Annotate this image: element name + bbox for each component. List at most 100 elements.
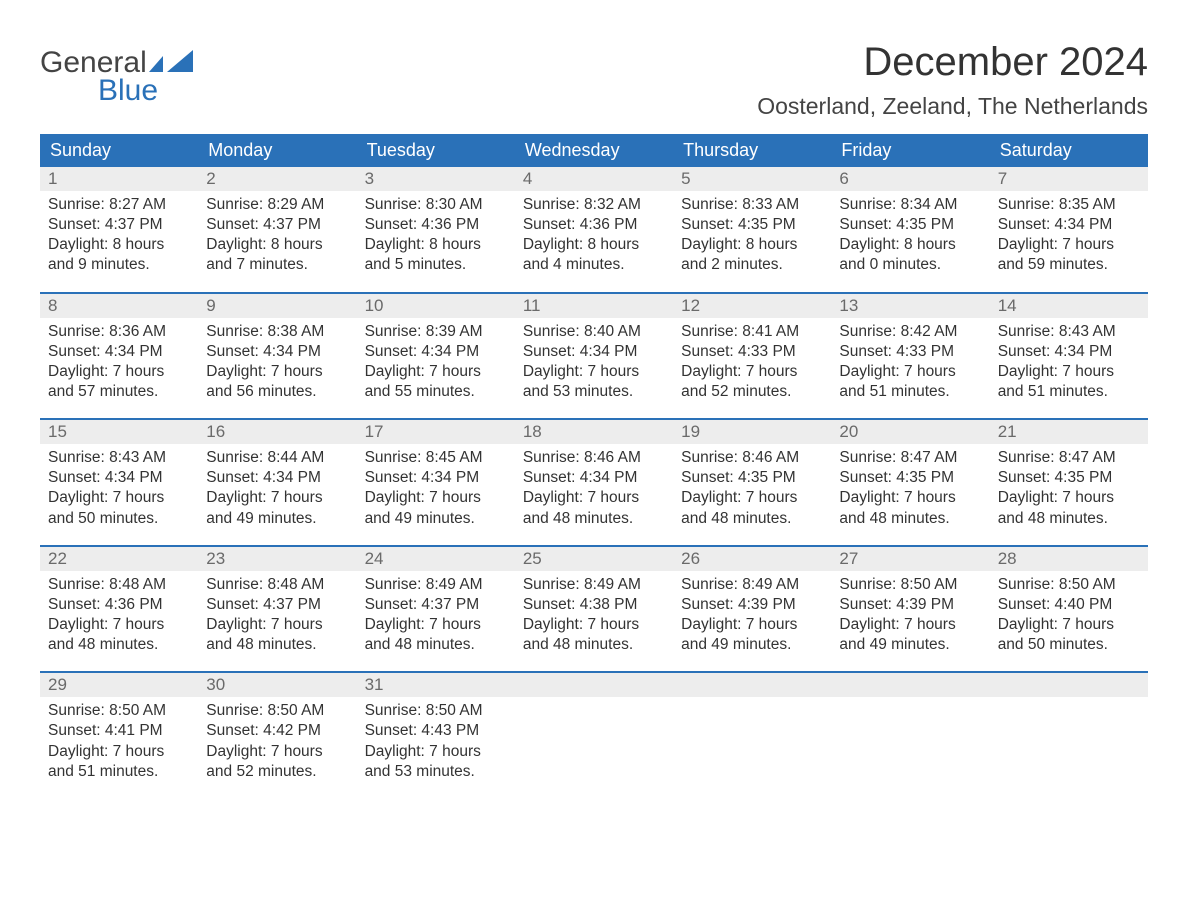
day-sunrise: Sunrise: 8:38 AM xyxy=(206,322,348,342)
day-sunrise: Sunrise: 8:50 AM xyxy=(365,701,507,721)
day-number: 25 xyxy=(515,547,673,571)
day-sunrise: Sunrise: 8:47 AM xyxy=(839,448,981,468)
day-sunset: Sunset: 4:36 PM xyxy=(365,215,507,235)
day-day1: Daylight: 8 hours xyxy=(681,235,823,255)
day-cell-body: Sunrise: 8:50 AMSunset: 4:43 PMDaylight:… xyxy=(357,697,515,798)
calendar-table: Sunday Monday Tuesday Wednesday Thursday… xyxy=(40,134,1148,798)
day-cell-body: Sunrise: 8:49 AMSunset: 4:37 PMDaylight:… xyxy=(357,571,515,673)
day-details xyxy=(515,697,673,793)
day-sunrise: Sunrise: 8:40 AM xyxy=(523,322,665,342)
day-details: Sunrise: 8:50 AMSunset: 4:39 PMDaylight:… xyxy=(831,571,989,672)
day-day1: Daylight: 7 hours xyxy=(998,362,1140,382)
day-cell-num: 29 xyxy=(40,672,198,697)
day-cell-num xyxy=(515,672,673,697)
day-day2: and 48 minutes. xyxy=(523,635,665,655)
day-day2: and 7 minutes. xyxy=(206,255,348,275)
day-cell-body: Sunrise: 8:42 AMSunset: 4:33 PMDaylight:… xyxy=(831,318,989,420)
day-sunset: Sunset: 4:35 PM xyxy=(681,215,823,235)
day-sunrise: Sunrise: 8:46 AM xyxy=(523,448,665,468)
day-cell-body: Sunrise: 8:34 AMSunset: 4:35 PMDaylight:… xyxy=(831,191,989,293)
day-day2: and 51 minutes. xyxy=(998,382,1140,402)
day-cell-body: Sunrise: 8:50 AMSunset: 4:42 PMDaylight:… xyxy=(198,697,356,798)
day-details: Sunrise: 8:34 AMSunset: 4:35 PMDaylight:… xyxy=(831,191,989,292)
day-sunrise: Sunrise: 8:35 AM xyxy=(998,195,1140,215)
day-day2: and 57 minutes. xyxy=(48,382,190,402)
day-number: 28 xyxy=(990,547,1148,571)
day-sunrise: Sunrise: 8:43 AM xyxy=(48,448,190,468)
day-sunrise: Sunrise: 8:50 AM xyxy=(998,575,1140,595)
day-number: 5 xyxy=(673,167,831,191)
day-day2: and 48 minutes. xyxy=(681,509,823,529)
day-number: 27 xyxy=(831,547,989,571)
day-sunset: Sunset: 4:37 PM xyxy=(206,215,348,235)
day-cell-num: 9 xyxy=(198,293,356,318)
day-cell-num: 19 xyxy=(673,419,831,444)
daybody-row: Sunrise: 8:36 AMSunset: 4:34 PMDaylight:… xyxy=(40,318,1148,420)
daybody-row: Sunrise: 8:50 AMSunset: 4:41 PMDaylight:… xyxy=(40,697,1148,798)
day-day2: and 5 minutes. xyxy=(365,255,507,275)
day-day2: and 48 minutes. xyxy=(523,509,665,529)
day-cell-num: 31 xyxy=(357,672,515,697)
weekday-friday: Friday xyxy=(831,134,989,167)
day-details: Sunrise: 8:46 AMSunset: 4:35 PMDaylight:… xyxy=(673,444,831,545)
day-day2: and 49 minutes. xyxy=(681,635,823,655)
day-day1: Daylight: 7 hours xyxy=(365,615,507,635)
day-cell-num: 12 xyxy=(673,293,831,318)
weekday-monday: Monday xyxy=(198,134,356,167)
day-cell-num: 25 xyxy=(515,546,673,571)
day-day1: Daylight: 7 hours xyxy=(206,488,348,508)
day-day2: and 52 minutes. xyxy=(206,762,348,782)
weekday-wednesday: Wednesday xyxy=(515,134,673,167)
day-number: 12 xyxy=(673,294,831,318)
day-details: Sunrise: 8:49 AMSunset: 4:38 PMDaylight:… xyxy=(515,571,673,672)
day-day2: and 4 minutes. xyxy=(523,255,665,275)
day-sunrise: Sunrise: 8:48 AM xyxy=(206,575,348,595)
day-day2: and 48 minutes. xyxy=(365,635,507,655)
day-number: 16 xyxy=(198,420,356,444)
day-cell-num xyxy=(831,672,989,697)
day-sunset: Sunset: 4:39 PM xyxy=(681,595,823,615)
day-number: 11 xyxy=(515,294,673,318)
day-sunrise: Sunrise: 8:42 AM xyxy=(839,322,981,342)
day-day1: Daylight: 8 hours xyxy=(365,235,507,255)
day-sunset: Sunset: 4:33 PM xyxy=(681,342,823,362)
day-details: Sunrise: 8:41 AMSunset: 4:33 PMDaylight:… xyxy=(673,318,831,419)
daynum-row: 15161718192021 xyxy=(40,419,1148,444)
location: Oosterland, Zeeland, The Netherlands xyxy=(757,93,1148,120)
day-details xyxy=(990,697,1148,793)
day-cell-body: Sunrise: 8:38 AMSunset: 4:34 PMDaylight:… xyxy=(198,318,356,420)
day-number: 15 xyxy=(40,420,198,444)
day-number: 1 xyxy=(40,167,198,191)
day-sunrise: Sunrise: 8:32 AM xyxy=(523,195,665,215)
day-details: Sunrise: 8:45 AMSunset: 4:34 PMDaylight:… xyxy=(357,444,515,545)
day-day1: Daylight: 8 hours xyxy=(206,235,348,255)
day-day1: Daylight: 7 hours xyxy=(206,742,348,762)
day-cell-num: 17 xyxy=(357,419,515,444)
day-sunset: Sunset: 4:34 PM xyxy=(365,468,507,488)
day-details: Sunrise: 8:40 AMSunset: 4:34 PMDaylight:… xyxy=(515,318,673,419)
day-day2: and 48 minutes. xyxy=(48,635,190,655)
day-day1: Daylight: 7 hours xyxy=(998,235,1140,255)
day-cell-body: Sunrise: 8:45 AMSunset: 4:34 PMDaylight:… xyxy=(357,444,515,546)
day-details: Sunrise: 8:33 AMSunset: 4:35 PMDaylight:… xyxy=(673,191,831,292)
day-sunset: Sunset: 4:40 PM xyxy=(998,595,1140,615)
day-number: 14 xyxy=(990,294,1148,318)
day-day2: and 49 minutes. xyxy=(839,635,981,655)
day-details: Sunrise: 8:48 AMSunset: 4:36 PMDaylight:… xyxy=(40,571,198,672)
weekday-header-row: Sunday Monday Tuesday Wednesday Thursday… xyxy=(40,134,1148,167)
day-cell-body: Sunrise: 8:43 AMSunset: 4:34 PMDaylight:… xyxy=(40,444,198,546)
day-cell-num: 16 xyxy=(198,419,356,444)
day-details xyxy=(673,697,831,793)
day-sunrise: Sunrise: 8:50 AM xyxy=(206,701,348,721)
day-cell-num xyxy=(990,672,1148,697)
day-cell-num: 3 xyxy=(357,167,515,191)
day-day2: and 56 minutes. xyxy=(206,382,348,402)
day-sunset: Sunset: 4:42 PM xyxy=(206,721,348,741)
daynum-row: 22232425262728 xyxy=(40,546,1148,571)
day-number: 20 xyxy=(831,420,989,444)
day-details: Sunrise: 8:50 AMSunset: 4:40 PMDaylight:… xyxy=(990,571,1148,672)
day-cell-num: 6 xyxy=(831,167,989,191)
day-sunrise: Sunrise: 8:39 AM xyxy=(365,322,507,342)
day-day1: Daylight: 7 hours xyxy=(681,362,823,382)
day-number: 10 xyxy=(357,294,515,318)
